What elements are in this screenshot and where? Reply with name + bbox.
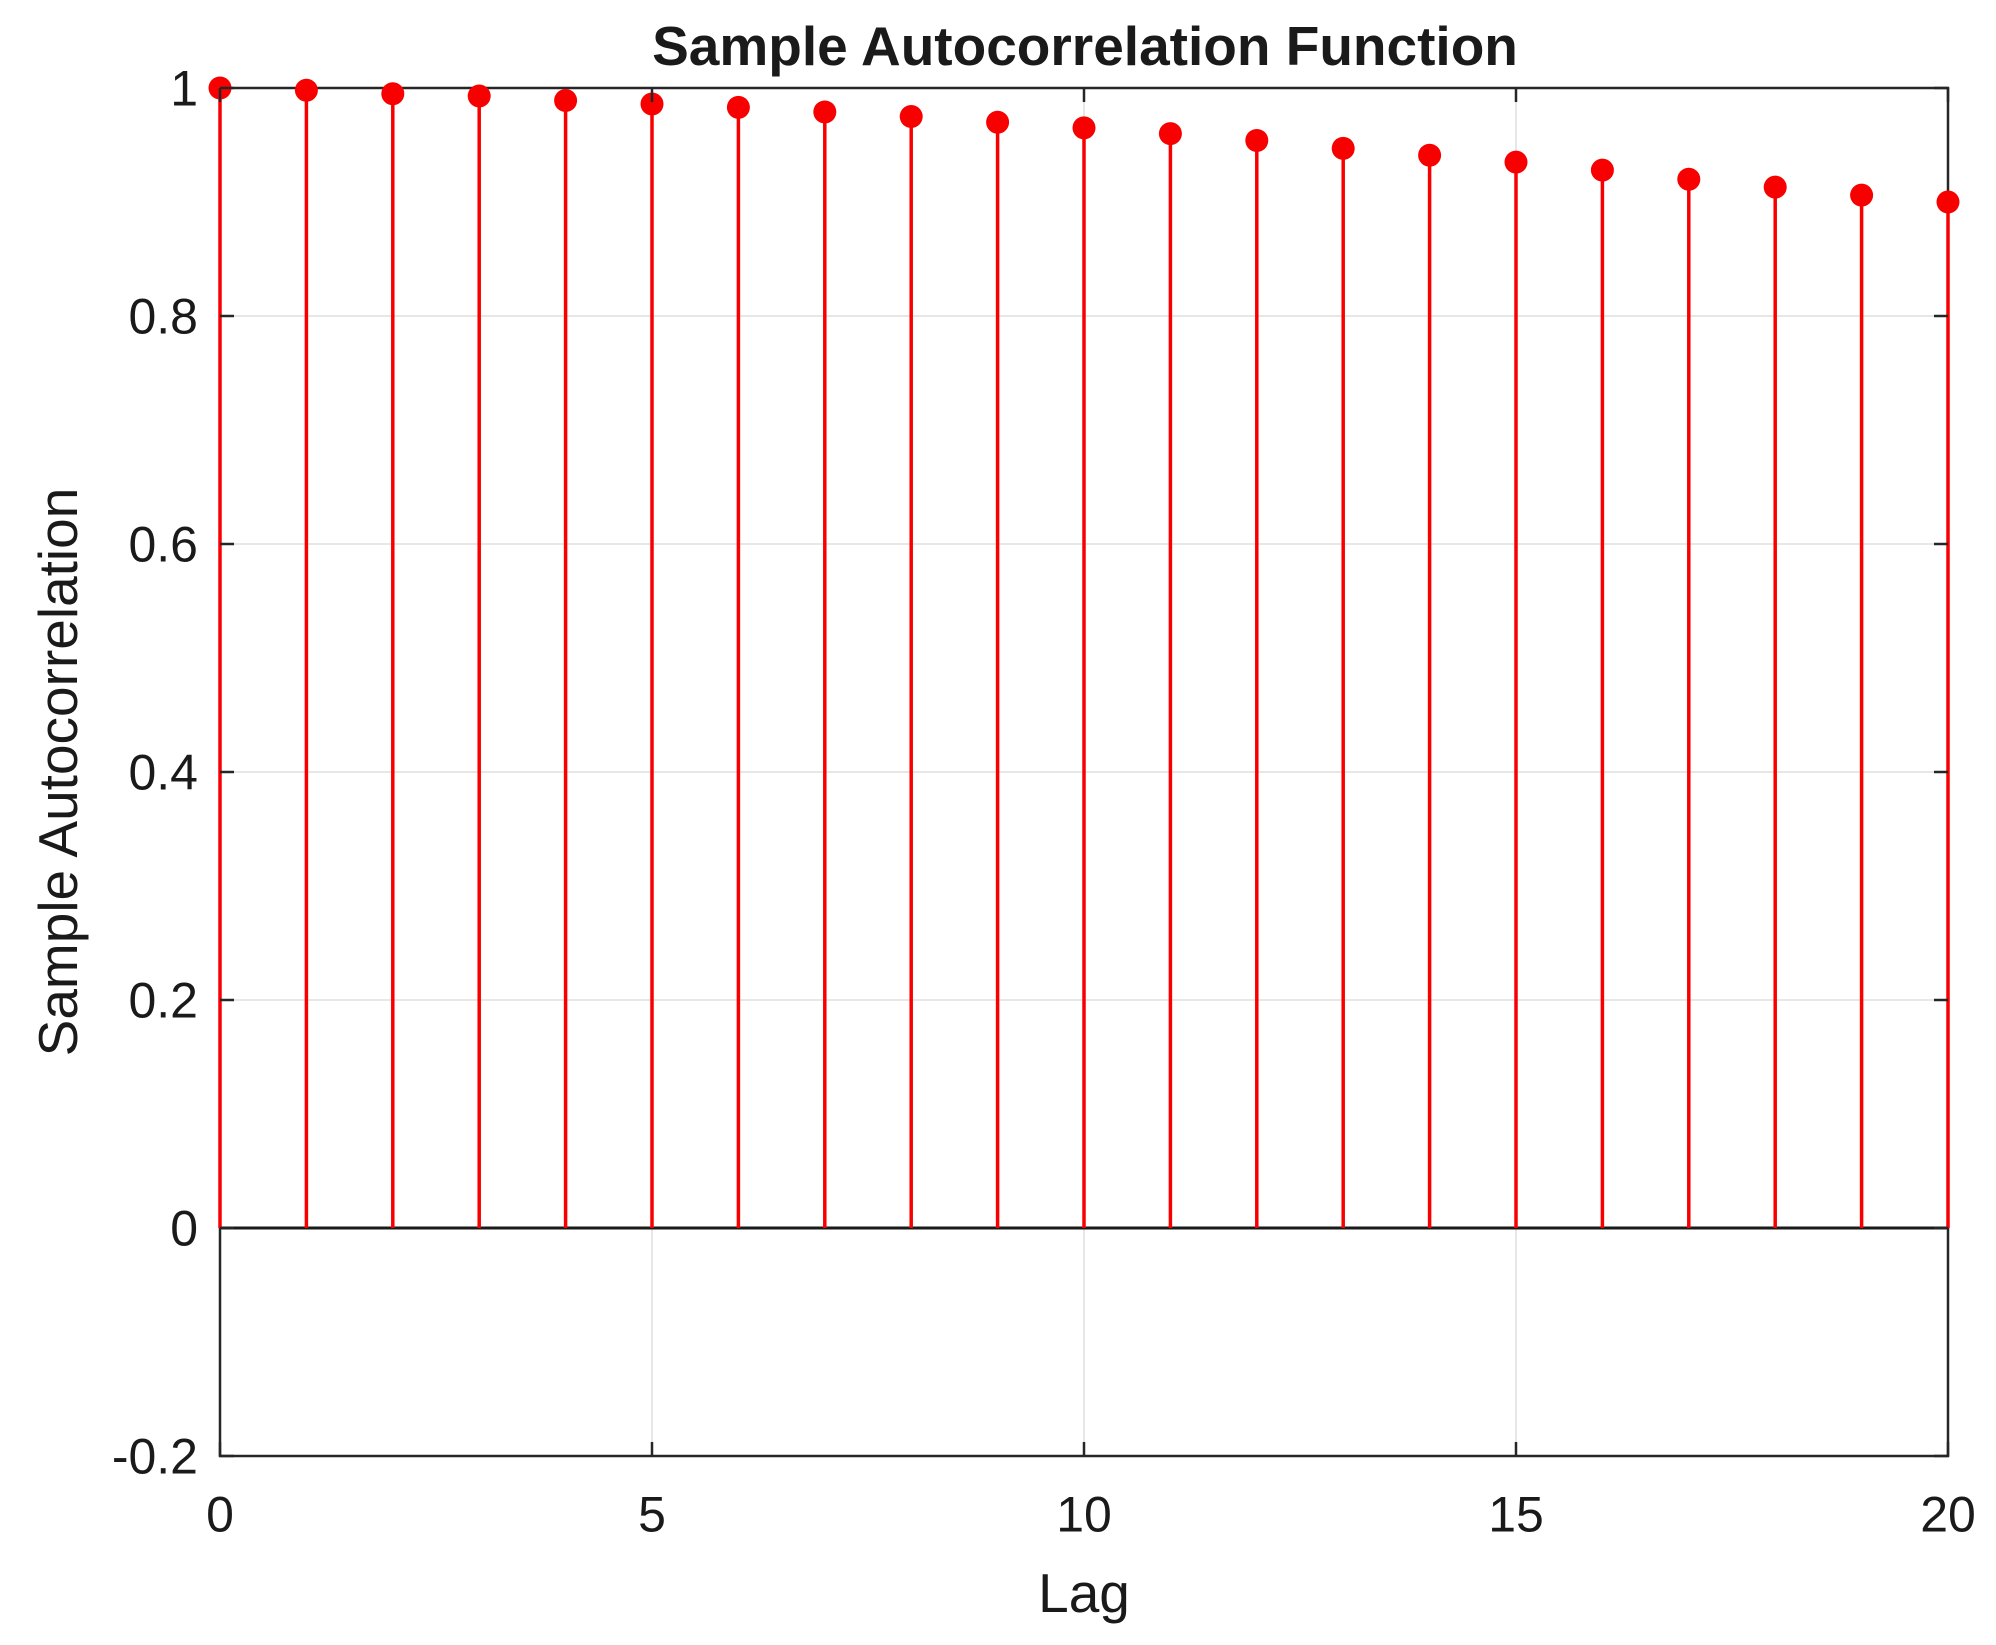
stem-marker — [986, 110, 1010, 134]
stem-marker — [640, 92, 664, 116]
stem-marker — [899, 105, 923, 128]
stem-marker — [1072, 116, 1096, 140]
y-tick-label: 0.4 — [128, 745, 198, 801]
x-tick-label: 15 — [1488, 1487, 1544, 1543]
stem-marker — [1590, 158, 1614, 182]
stem-marker — [1504, 150, 1528, 174]
stem-marker — [554, 89, 578, 113]
y-tick-label: 0.8 — [128, 289, 198, 345]
x-tick-label: 10 — [1056, 1487, 1112, 1543]
stem-marker — [467, 84, 491, 108]
x-tick-label: 20 — [1920, 1487, 1976, 1543]
stem-marker — [813, 100, 837, 124]
x-tick-label: 5 — [638, 1487, 666, 1543]
stem-marker — [1331, 136, 1355, 160]
stem-marker — [1158, 122, 1182, 146]
x-tick-label: 0 — [206, 1487, 234, 1543]
stem-marker — [1850, 183, 1874, 207]
y-tick-label: 0.2 — [128, 973, 198, 1029]
stem-marker — [1763, 175, 1787, 199]
stem-marker — [1936, 190, 1960, 214]
stem-marker — [294, 78, 318, 102]
stem-marker — [1245, 128, 1269, 152]
chart-title: Sample Autocorrelation Function — [652, 15, 1518, 77]
stem-marker — [1677, 167, 1701, 191]
stem-marker — [1418, 143, 1442, 167]
y-tick-label: 1 — [170, 61, 198, 117]
y-tick-label: 0.6 — [128, 517, 198, 573]
y-tick-label: -0.2 — [112, 1429, 198, 1485]
stem-marker — [726, 95, 750, 119]
x-axis-label: Lag — [1038, 1562, 1130, 1624]
y-tick-label: 0 — [170, 1201, 198, 1257]
stem-marker — [381, 82, 405, 106]
